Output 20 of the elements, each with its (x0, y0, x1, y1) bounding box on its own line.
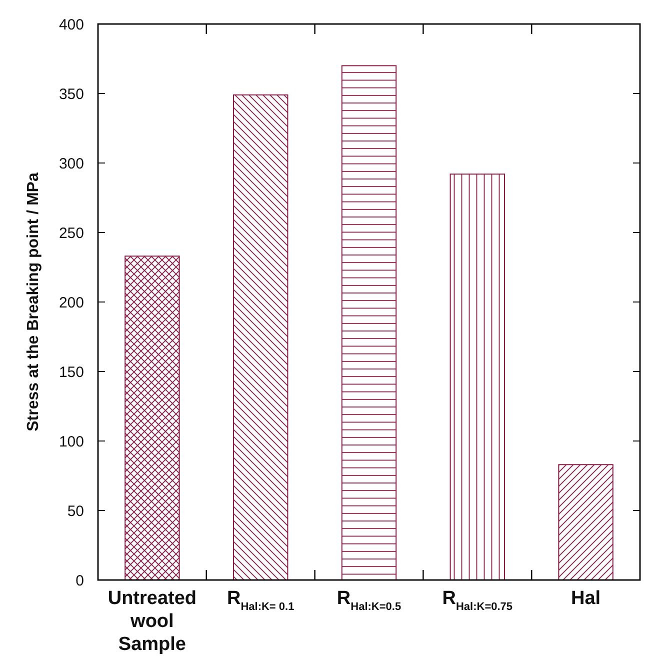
y-tick-label: 100 (58, 433, 84, 450)
x-tick-label: Hal (571, 588, 601, 609)
y-tick-label: 150 (58, 364, 84, 381)
y-tick-label: 300 (58, 155, 84, 172)
y-tick-label: 350 (58, 86, 84, 103)
y-tick-label: 400 (58, 16, 84, 34)
x-tick-label: R$_{Hal:K=0.5}$ (336, 588, 402, 614)
y-axis-title: Stress at the Breaking point / MPa (25, 172, 42, 432)
bar (450, 174, 505, 580)
bar (233, 94, 288, 580)
bar (558, 464, 614, 580)
x-tick-label: Untreated wool Sample (108, 588, 197, 655)
bar (341, 65, 397, 580)
y-tick-label: 200 (58, 294, 84, 312)
y-tick-label: 0 (76, 572, 84, 590)
x-tick-label: R$_{Hal:K= 0.1}$ (226, 588, 294, 614)
x-tick-label: R$_{Hal:K=0.75}$ (442, 588, 513, 614)
y-tick-label: 250 (58, 224, 84, 242)
bar (124, 256, 180, 580)
y-tick-label: 50 (67, 502, 84, 520)
